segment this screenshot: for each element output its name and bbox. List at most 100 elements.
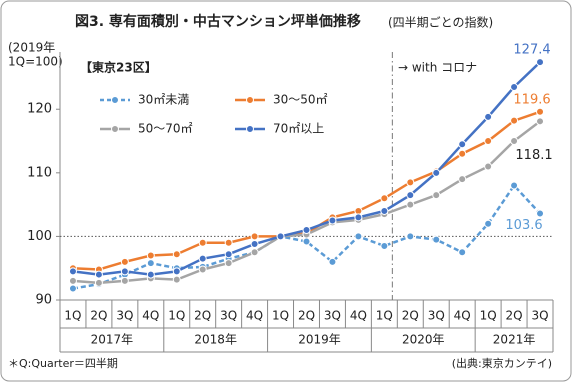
- chart-subtitle: (四半期ごとの指数): [388, 15, 493, 30]
- point: [380, 206, 389, 215]
- year-label: 2021年: [493, 333, 536, 347]
- point: [354, 213, 363, 222]
- point: [406, 232, 415, 241]
- point: [172, 267, 181, 276]
- x-tick-label: 3Q: [428, 309, 445, 323]
- point: [380, 241, 389, 250]
- point: [484, 112, 493, 121]
- point: [68, 284, 77, 293]
- point: [510, 116, 519, 125]
- point: [536, 107, 545, 116]
- point: [458, 248, 467, 257]
- y-tick-label: 100: [27, 229, 52, 244]
- point: [328, 216, 337, 225]
- footnote: ＊Q:Quarter＝四半期: [8, 356, 118, 370]
- y-tick-label: 90: [35, 293, 52, 308]
- point: [406, 191, 415, 200]
- x-tick-label: 3Q: [220, 309, 237, 323]
- point: [302, 226, 311, 235]
- x-tick-label: 4Q: [246, 309, 263, 323]
- x-tick-label: 2Q: [402, 309, 419, 323]
- year-label: 2019年: [298, 333, 341, 347]
- point: [172, 275, 181, 284]
- point: [536, 117, 545, 126]
- y-tick-label: 120: [27, 102, 52, 117]
- year-label: 2017年: [91, 333, 134, 347]
- legend-marker: [111, 96, 119, 104]
- point: [120, 267, 129, 276]
- point: [68, 267, 77, 276]
- point: [224, 259, 233, 268]
- legend-label: 30〜50㎡: [273, 93, 328, 107]
- value-label: 118.1: [515, 148, 552, 163]
- point: [250, 248, 259, 257]
- point: [250, 240, 259, 249]
- x-tick-label: 4Q: [350, 309, 367, 323]
- point: [510, 181, 519, 190]
- point: [432, 235, 441, 244]
- y-label: (2019年: [8, 41, 55, 55]
- legend-label: 30㎡未満: [138, 93, 189, 107]
- x-tick-label: 1Q: [480, 309, 497, 323]
- x-tick-label: 2Q: [298, 309, 315, 323]
- legend-label: 50〜70㎡: [138, 122, 193, 136]
- point: [198, 265, 207, 274]
- point: [328, 257, 337, 266]
- point: [120, 276, 129, 285]
- x-tick-label: 2Q: [194, 309, 211, 323]
- x-tick-label: 3Q: [116, 309, 133, 323]
- point: [94, 270, 103, 279]
- x-tick-label: 3Q: [324, 309, 341, 323]
- x-tick-label: 1Q: [272, 309, 289, 323]
- point: [380, 194, 389, 203]
- point: [406, 200, 415, 209]
- point: [146, 251, 155, 260]
- region-label: 【東京23区】: [80, 60, 157, 75]
- point: [94, 278, 103, 287]
- point: [68, 276, 77, 285]
- point: [432, 168, 441, 177]
- x-tick-label: 4Q: [142, 309, 159, 323]
- legend-label: 70㎡以上: [273, 122, 324, 136]
- value-label: 119.6: [513, 92, 550, 107]
- point: [224, 250, 233, 259]
- point: [510, 82, 519, 91]
- source: (出典:東京カンテイ): [452, 356, 552, 370]
- x-tick-label: 1Q: [168, 309, 185, 323]
- y-tick-label: 110: [27, 165, 52, 180]
- point: [458, 140, 467, 149]
- point: [536, 209, 545, 218]
- point: [354, 232, 363, 241]
- point: [432, 191, 441, 200]
- point: [224, 238, 233, 247]
- point: [536, 58, 545, 67]
- x-tick-label: 2Q: [506, 309, 523, 323]
- x-tick-label: 4Q: [454, 309, 471, 323]
- point: [510, 137, 519, 146]
- year-label: 2020年: [402, 333, 445, 347]
- point: [276, 232, 285, 241]
- point: [406, 178, 415, 187]
- point: [484, 162, 493, 171]
- legend-marker: [246, 96, 254, 104]
- point: [302, 237, 311, 246]
- point: [250, 232, 259, 241]
- point: [458, 175, 467, 184]
- x-tick-label: 1Q: [64, 309, 81, 323]
- point: [120, 257, 129, 266]
- point: [458, 149, 467, 158]
- point: [146, 270, 155, 279]
- x-tick-label: 1Q: [376, 309, 393, 323]
- year-label: 2018年: [194, 333, 237, 347]
- point: [172, 250, 181, 259]
- legend-marker: [246, 125, 254, 133]
- point: [484, 219, 493, 228]
- point: [198, 238, 207, 247]
- x-tick-label: 2Q: [90, 309, 107, 323]
- value-label: 127.4: [513, 43, 550, 58]
- point: [484, 137, 493, 146]
- point: [146, 259, 155, 268]
- y-label: 1Q=100): [8, 55, 63, 69]
